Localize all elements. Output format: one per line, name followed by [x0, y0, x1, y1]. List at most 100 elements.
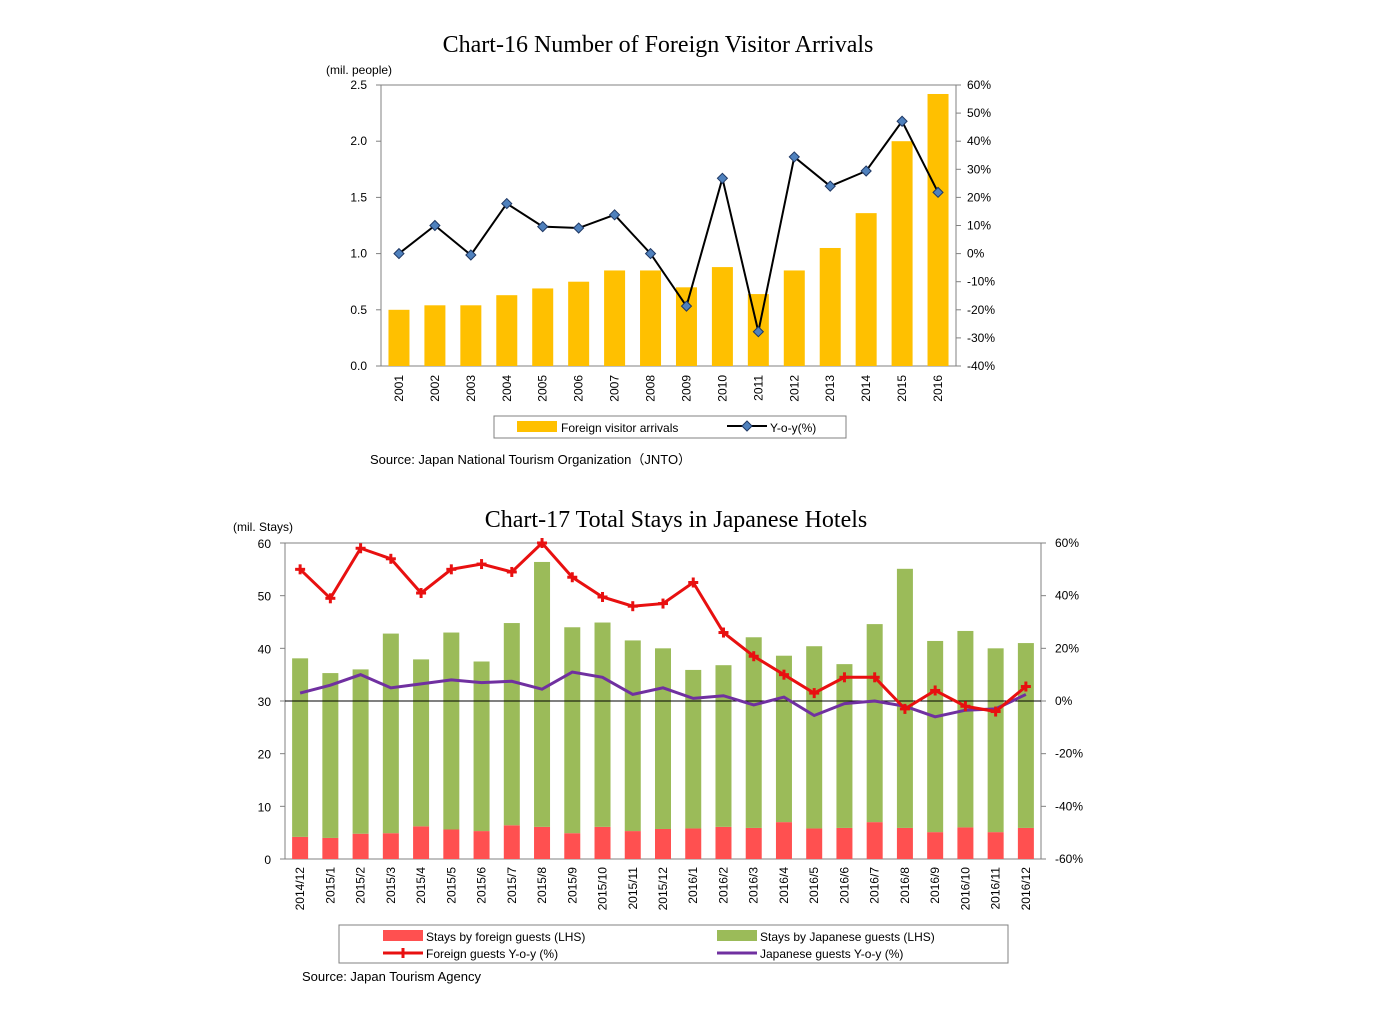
chart17-bar-japanese [775, 655, 792, 823]
chart17-y-tick-label: 0 [264, 853, 271, 867]
chart16-bar-visitors [604, 270, 626, 366]
chart17-bar-foreign [655, 828, 671, 859]
chart16-x-tick-label: 2002 [428, 375, 442, 402]
chart16-y-tick-label: 2.5 [350, 78, 367, 92]
chart16-x-tick-label: 2003 [464, 375, 478, 402]
chart17-bar-foreign [382, 833, 399, 859]
chart16-bar-visitors [711, 267, 733, 366]
chart17-bar-foreign [1017, 827, 1034, 859]
chart16-yoy-point [716, 172, 729, 184]
chart16-x-tick-label: 2014 [859, 375, 873, 402]
chart17-bar-foreign [503, 825, 520, 859]
chart16-x-tick-label: 2015 [895, 375, 909, 402]
chart16-y2-tick-label: 20% [967, 190, 991, 204]
chart17-bar-foreign [594, 826, 611, 859]
chart16-bar-visitors [675, 287, 697, 366]
chart16-y-tick-label: 1.0 [350, 247, 367, 261]
chart17-bar-japanese [896, 568, 913, 828]
chart17-x-tick-label: 2016/10 [958, 867, 972, 911]
chart17-x-tick-label: 2015/7 [505, 867, 519, 904]
chart17-x-tick-label: 2016/3 [747, 867, 761, 904]
chart17-x-tick-label: 2016/5 [807, 867, 821, 904]
chart17-foreign-yoy-point [476, 559, 487, 570]
chart16-yoy-point [393, 247, 405, 260]
chart17-bar-japanese [292, 658, 309, 837]
chart17-bar-japanese [322, 673, 339, 838]
chart17-bar-japanese [594, 622, 611, 827]
chart16-y-tick-label: 0.0 [350, 359, 367, 373]
chart17-source: Source: Japan Tourism Agency [302, 969, 481, 984]
chart16-y2-tick-label: 10% [967, 219, 991, 233]
chart17-bar-foreign [352, 833, 369, 859]
chart16-x-tick-label: 2008 [644, 375, 658, 402]
chart17-foreign-yoy-point [990, 706, 1001, 717]
chart16-x-tick-label: 2011 [751, 375, 765, 401]
chart17-y2-tick-label: 60% [1055, 536, 1079, 550]
chart17-foreign-yoy-point [295, 564, 306, 575]
chart16-x-tick-label: 2009 [679, 375, 693, 402]
chart16-bar-visitors [532, 288, 554, 366]
chart17-foreign-yoy-point [809, 688, 820, 699]
chart17-y2-tick-label: 40% [1055, 589, 1079, 603]
chart17-bar-japanese [806, 646, 823, 829]
chart16-x-tick-label: 2012 [787, 375, 801, 402]
chart16-bar-visitors [460, 305, 482, 366]
chart17-x-tick-label: 2015/6 [475, 867, 489, 904]
chart16-y2-tick-label: -30% [967, 331, 995, 345]
chart16-bar-visitors [640, 270, 662, 366]
chart16-x-tick-label: 2016 [931, 375, 945, 402]
chart17-x-tick-label: 2016/1 [686, 867, 700, 904]
chart17-bar-foreign [473, 831, 490, 859]
chart16-y2-tick-label: -10% [967, 275, 995, 289]
chart17-legend: Stays by foreign guests (LHS) Stays by Ja… [338, 924, 1009, 964]
chart16-bar-visitors [388, 309, 410, 366]
chart16-bar-visitors [568, 281, 590, 366]
chart17-foreign-yoy-point [627, 601, 638, 612]
chart17-bar-japanese [866, 624, 883, 823]
chart16-legend-frame [493, 415, 847, 439]
chart17-plot: 0 10 20 30 40 50 60 -60% -40% -20% 0% 20% 40% 60% 2014… [258, 536, 1083, 964]
chart17-foreign-yoy-point [869, 672, 880, 683]
chart17-x-tick-label: 2015/10 [596, 867, 610, 911]
chart17-legend-swatch-japanese-bar [717, 930, 757, 941]
chart17-foreign-yoy-point [839, 672, 850, 683]
chart17-bar-japanese [1017, 643, 1034, 828]
chart17-bar-japanese [957, 630, 974, 828]
chart17-foreign-yoy-point [899, 703, 910, 714]
chart16-y-tick-label: 0.5 [350, 303, 367, 317]
chart17-bar-foreign [292, 836, 309, 859]
chart17-bar-foreign [987, 832, 1004, 859]
chart17-foreign-yoy-point [537, 538, 548, 548]
chart17-bar-foreign [896, 827, 913, 859]
chart16-bar-visitors [424, 305, 446, 366]
chart16-bar-visitors [927, 93, 949, 366]
chart16-yoy-point [680, 300, 693, 312]
chart17-y-tick-label: 40 [258, 642, 272, 656]
chart16-y2-tick-label: 40% [967, 134, 991, 148]
chart16-bar-visitors [783, 270, 805, 366]
chart16-x-tick-label: 2010 [715, 375, 729, 402]
chart16-y2-tick-label: 30% [967, 162, 991, 176]
chart17-legend-label-japanese-bar: Stays by Japanese guests (LHS) [760, 930, 935, 944]
chart16-yoy-point [896, 115, 908, 127]
chart17-x-tick-label: 2016/7 [868, 867, 882, 904]
chart17-bar-japanese [655, 648, 671, 829]
chart17-bar-japanese [745, 637, 762, 828]
chart17-x-tick-label: 2014/12 [293, 867, 307, 911]
chart16-bar-visitors [855, 213, 877, 366]
chart17-x-tick-label: 2015/3 [384, 867, 398, 904]
chart17-bar-foreign [806, 828, 823, 859]
chart17-foreign-yoy-point [930, 685, 941, 696]
chart17-x-tick-label: 2015/8 [535, 867, 549, 904]
chart16-legend: Foreign visitor arrivals Y-o-y(%) [493, 415, 847, 439]
chart16-yoy-point [608, 209, 621, 221]
chart16-y2-tick-label: -20% [967, 303, 995, 317]
chart16-x-tick-label: 2004 [500, 375, 514, 402]
chart17-x-tick-label: 2016/12 [1019, 867, 1033, 911]
chart16-yoy-point [932, 186, 944, 199]
chart17-x-tick-label: 2016/4 [777, 867, 791, 904]
chart17-bar-foreign [775, 822, 792, 859]
chart17-bar-japanese [503, 623, 520, 826]
chart16-bar-visitors [496, 295, 518, 366]
chart17-foreign-yoy-point [416, 588, 427, 599]
